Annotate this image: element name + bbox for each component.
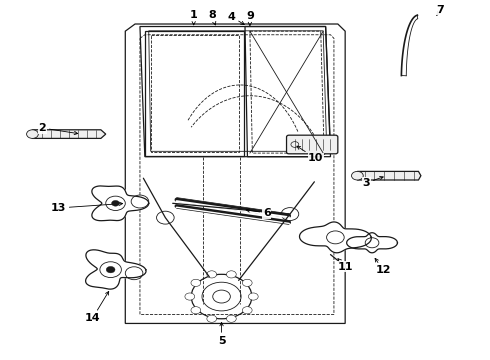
Circle shape: [351, 171, 363, 180]
Circle shape: [131, 195, 149, 208]
Circle shape: [226, 271, 236, 278]
Text: 11: 11: [338, 259, 353, 272]
Text: 1: 1: [190, 10, 197, 25]
Text: 5: 5: [218, 323, 225, 346]
Circle shape: [185, 293, 195, 300]
Text: 12: 12: [375, 258, 391, 275]
Text: 10: 10: [297, 146, 323, 163]
Polygon shape: [357, 171, 421, 180]
Circle shape: [226, 315, 236, 322]
Polygon shape: [86, 250, 146, 289]
Circle shape: [243, 307, 252, 314]
Text: 8: 8: [208, 10, 216, 25]
Text: 13: 13: [50, 202, 123, 213]
Circle shape: [248, 293, 258, 300]
Circle shape: [191, 279, 201, 287]
Circle shape: [207, 315, 217, 322]
Text: 9: 9: [246, 11, 254, 26]
Circle shape: [191, 307, 201, 314]
Circle shape: [112, 201, 120, 206]
Circle shape: [125, 267, 143, 280]
Polygon shape: [92, 186, 149, 221]
Circle shape: [207, 271, 217, 278]
Circle shape: [243, 279, 252, 287]
Polygon shape: [346, 233, 397, 253]
Text: 4: 4: [228, 12, 245, 24]
FancyBboxPatch shape: [287, 135, 338, 154]
Text: 3: 3: [363, 176, 383, 188]
Text: 7: 7: [437, 5, 444, 15]
Polygon shape: [32, 130, 106, 138]
Text: 2: 2: [38, 123, 77, 135]
Circle shape: [106, 266, 115, 273]
Text: 14: 14: [85, 292, 109, 323]
Circle shape: [26, 130, 38, 138]
Text: 6: 6: [246, 208, 271, 218]
Polygon shape: [299, 222, 371, 253]
